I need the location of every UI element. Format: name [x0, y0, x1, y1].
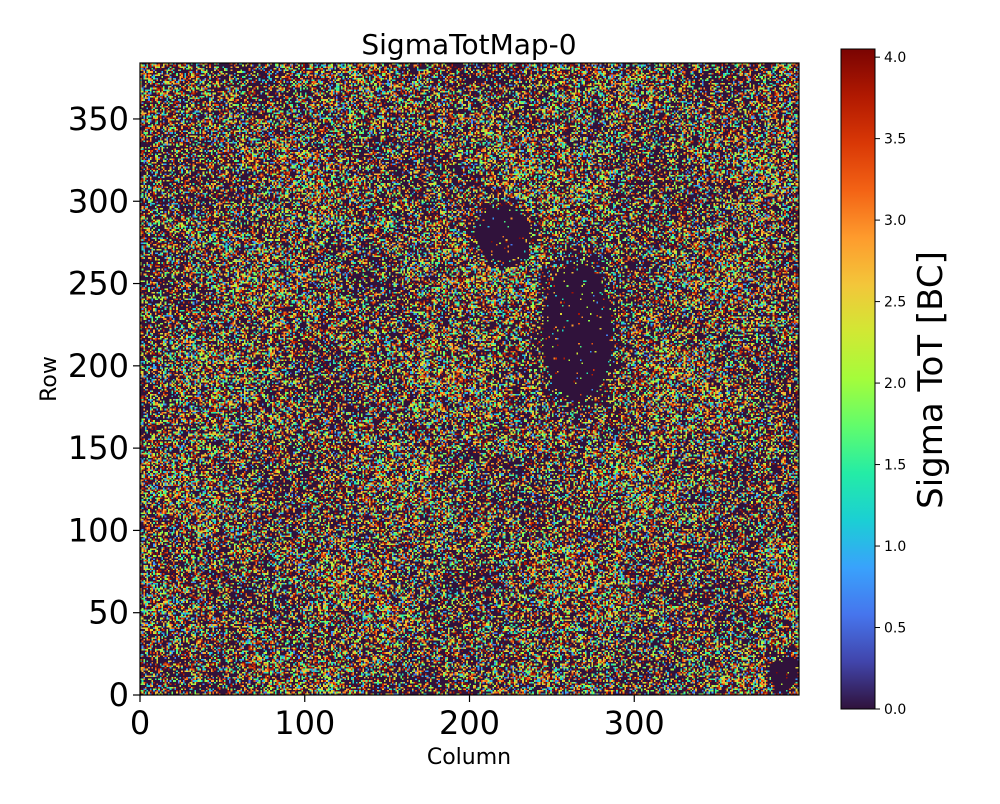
colorbar-gradient — [841, 49, 875, 709]
y-tick-label: 350 — [68, 100, 129, 138]
x-tick-label: 0 — [130, 704, 150, 742]
y-tick-label: 250 — [68, 265, 129, 303]
y-tick-label: 0 — [109, 676, 129, 714]
x-axis-label: Column — [427, 745, 511, 770]
heatmap-area — [139, 62, 800, 696]
y-tick-label: 300 — [68, 182, 129, 220]
x-tick-label: 200 — [439, 704, 500, 742]
colorbar-tick-label: 2.5 — [884, 295, 906, 311]
colorbar-tick-label: 3.0 — [884, 213, 906, 229]
colorbar-tick-label: 1.0 — [884, 539, 906, 555]
y-tick-label: 200 — [68, 347, 129, 385]
colorbar-tick-label: 0.0 — [884, 702, 906, 718]
heatmap-image — [140, 63, 799, 695]
colorbar-frame — [840, 48, 876, 710]
colorbar-tick-label: 0.5 — [884, 621, 906, 637]
x-axis-ticks: 0 100 200 300 — [130, 695, 665, 742]
x-tick-label: 300 — [604, 704, 665, 742]
y-axis-label: Row — [37, 356, 62, 402]
y-tick-label: 50 — [88, 594, 129, 632]
y-tick-label: 100 — [68, 511, 129, 549]
colorbar-ticks: 0.0 0.5 1.0 1.5 2.0 2.5 3.0 3.5 4.0 — [875, 50, 906, 718]
y-axis-ticks: 0 50 100 150 200 250 300 350 — [68, 100, 140, 714]
colorbar-tick-label: 1.5 — [884, 458, 906, 474]
chart-title: SigmaTotMap-0 — [361, 28, 576, 61]
x-tick-label: 100 — [274, 704, 335, 742]
colorbar-tick-label: 3.5 — [884, 132, 906, 148]
colorbar-label: Sigma ToT [BC] — [911, 251, 951, 509]
y-tick-label: 150 — [68, 429, 129, 467]
colorbar: 0.0 0.5 1.0 1.5 2.0 2.5 3.0 3.5 4.0 Sigma ToT [B… — [840, 48, 951, 718]
colorbar-tick-label: 4.0 — [884, 50, 906, 66]
colorbar-tick-label: 2.0 — [884, 376, 906, 392]
